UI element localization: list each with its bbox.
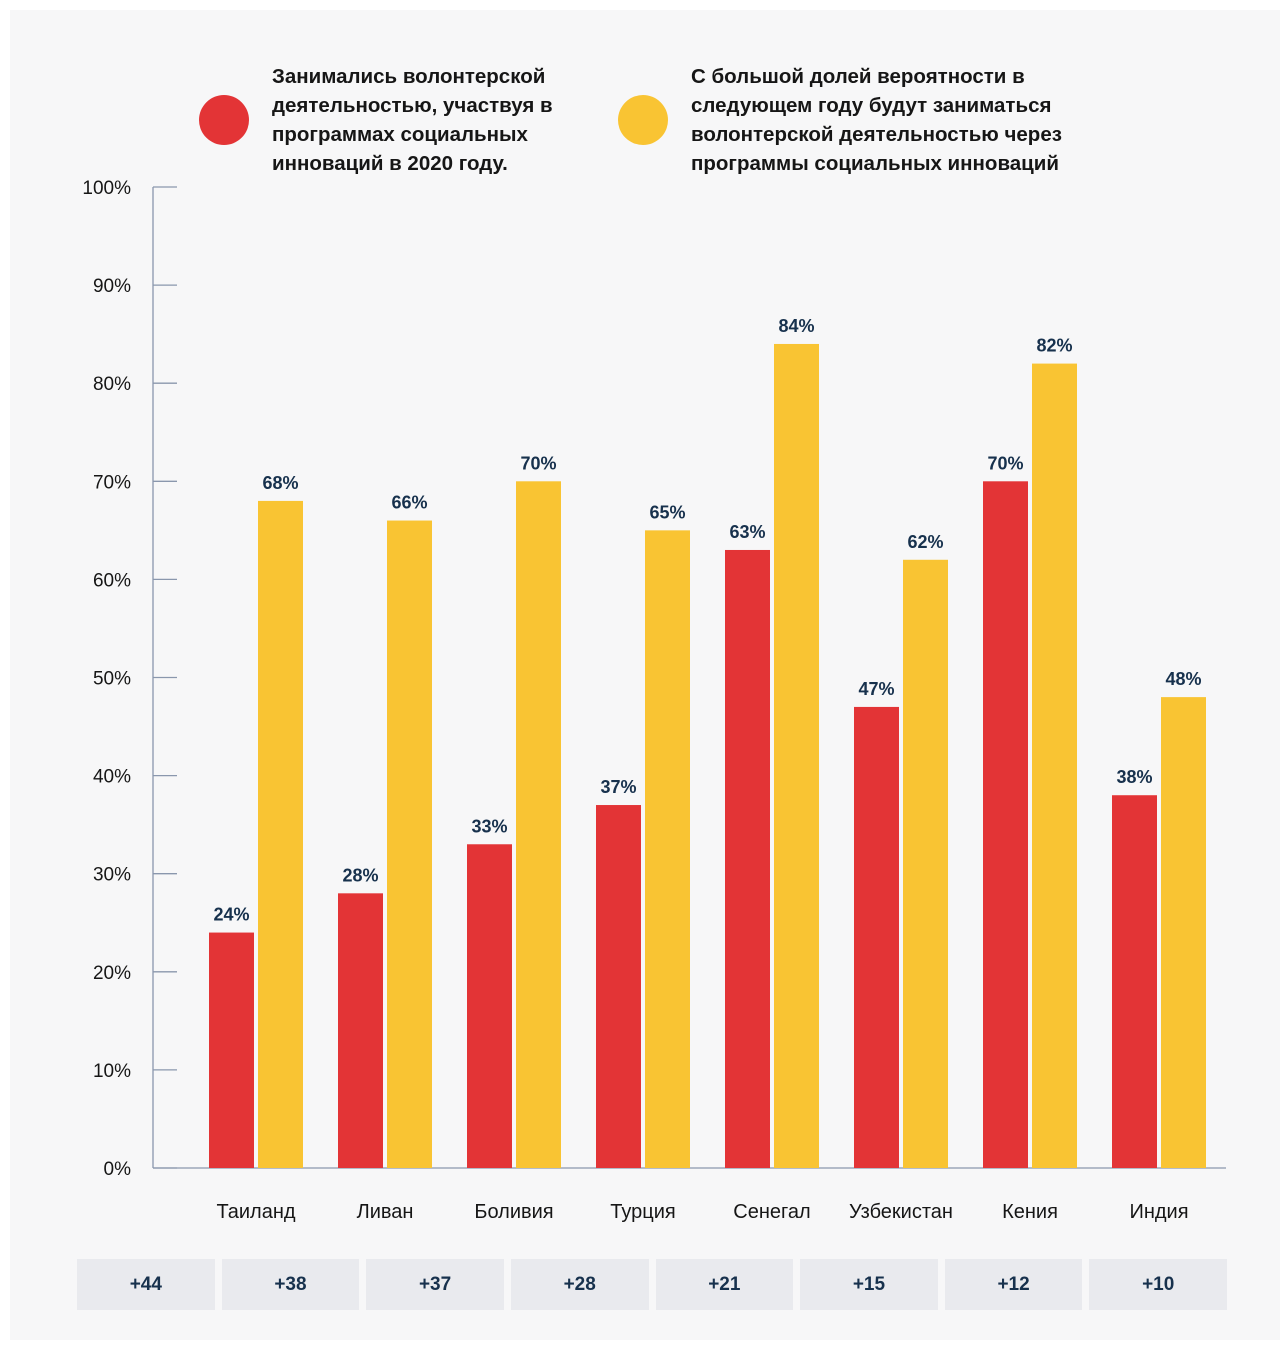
legend-item-next-year: С большой долей вероятности в следующем … bbox=[618, 62, 1141, 178]
difference-cell: +10 bbox=[1089, 1259, 1227, 1310]
bar bbox=[725, 549, 770, 1168]
bar-value-label: 24% bbox=[213, 905, 249, 925]
bar bbox=[1161, 697, 1206, 1168]
x-tick-label: Кения bbox=[1002, 1201, 1058, 1223]
bar bbox=[645, 530, 690, 1168]
bar-value-label: 48% bbox=[1165, 669, 1201, 689]
difference-cell: +12 bbox=[944, 1259, 1083, 1310]
bar-value-label: 38% bbox=[1116, 767, 1152, 787]
x-tick-label: Таиланд bbox=[216, 1201, 295, 1223]
x-tick-label: Боливия bbox=[474, 1201, 553, 1223]
bar bbox=[596, 805, 641, 1168]
y-tick-label: 70% bbox=[93, 472, 131, 493]
legend-item-2020: Занимались волонтерской деятельностью, у… bbox=[199, 62, 602, 178]
y-tick-label: 90% bbox=[93, 276, 131, 297]
difference-cell: +15 bbox=[800, 1259, 938, 1310]
difference-cell: +21 bbox=[655, 1259, 794, 1310]
y-tick-label: 60% bbox=[93, 570, 131, 591]
bar-chart: 0% 10% 20% 30% 40% 50% 60% 70% 80% 90% 100% 24% 68% Т… bbox=[82, 178, 1226, 1223]
bar bbox=[1032, 363, 1077, 1169]
bar-value-label: 82% bbox=[1036, 336, 1072, 356]
bar-value-label: 65% bbox=[649, 502, 685, 522]
difference-cell: +38 bbox=[221, 1259, 360, 1310]
bar bbox=[387, 520, 432, 1168]
difference-cell: +37 bbox=[366, 1259, 504, 1310]
bar bbox=[983, 481, 1028, 1168]
bar bbox=[1112, 795, 1157, 1168]
bar-value-label: 47% bbox=[858, 679, 894, 699]
difference-cell: +28 bbox=[510, 1259, 649, 1310]
bar-value-label: 84% bbox=[778, 316, 814, 336]
legend-yellow-dot bbox=[618, 95, 668, 145]
y-tick-label: 80% bbox=[93, 374, 131, 395]
x-tick-label: Турция bbox=[610, 1201, 675, 1223]
bar bbox=[903, 559, 948, 1168]
x-tick-label: Сенегал bbox=[733, 1201, 810, 1223]
y-tick-label: 30% bbox=[93, 865, 131, 886]
bar-value-label: 66% bbox=[391, 493, 427, 513]
bar-value-label: 28% bbox=[342, 865, 378, 885]
bar-value-label: 68% bbox=[262, 473, 298, 493]
legend-label-next-year: С большой долей вероятности в следующем … bbox=[691, 65, 1062, 175]
difference-row: +44 +38 +37 +28 +21 +15 +12 +10 bbox=[77, 1259, 1227, 1310]
bar bbox=[854, 706, 899, 1168]
difference-cell: +44 bbox=[77, 1259, 215, 1310]
x-tick-label: Ливан bbox=[357, 1201, 414, 1223]
y-tick-label: 10% bbox=[93, 1061, 131, 1082]
bar bbox=[209, 932, 254, 1168]
bar bbox=[467, 844, 512, 1168]
bar-value-label: 62% bbox=[907, 532, 943, 552]
bar bbox=[338, 893, 383, 1168]
legend-label-2020: Занимались волонтерской деятельностью, у… bbox=[272, 65, 553, 175]
bar bbox=[774, 343, 819, 1169]
y-tick-label: 40% bbox=[93, 767, 131, 788]
x-tick-label: Индия bbox=[1129, 1201, 1188, 1223]
bar-value-label: 70% bbox=[520, 453, 556, 473]
x-tick-label: Узбекистан bbox=[849, 1201, 953, 1223]
bar bbox=[516, 481, 561, 1168]
bar-value-label: 37% bbox=[600, 777, 636, 797]
y-tick-label: 0% bbox=[104, 1159, 132, 1180]
y-tick-label: 20% bbox=[93, 963, 131, 984]
y-tick-label: 50% bbox=[93, 669, 131, 690]
bar-value-label: 63% bbox=[729, 522, 765, 542]
bar-value-label: 70% bbox=[987, 453, 1023, 473]
legend-red-dot bbox=[199, 95, 249, 145]
bar-value-label: 33% bbox=[471, 816, 507, 836]
bar bbox=[258, 500, 303, 1168]
y-tick-label: 100% bbox=[82, 178, 131, 199]
